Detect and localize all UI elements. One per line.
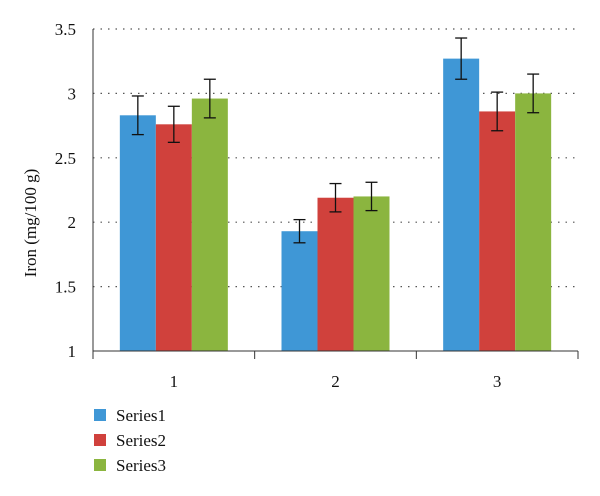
bar-series3-cat-2 [353,196,390,351]
y-tick-label: 2.5 [55,149,76,168]
legend-label: Series3 [116,456,166,475]
y-tick-label: 1.5 [55,278,76,297]
bar-series3-cat-3 [515,93,552,352]
y-tick-label: 1 [68,342,77,361]
x-tick-label: 3 [493,372,502,391]
bar-series2-cat-1 [155,124,192,351]
x-tick-label: 1 [170,372,179,391]
x-tick-label: 2 [331,372,340,391]
y-tick-labels: 1 1.5 2 2.5 3 3.5 [55,20,76,361]
legend-label: Series1 [116,406,166,425]
y-tick-label: 3 [68,84,77,103]
bar-series3-cat-1 [191,98,228,351]
bar-series2-cat-2 [317,197,354,351]
legend-label: Series2 [116,431,166,450]
legend-swatch [94,409,106,421]
y-axis-title: Iron (mg/100 g) [21,169,40,278]
axes [92,29,579,359]
legend-swatch [94,459,106,471]
bars [119,37,552,352]
y-tick-label: 2 [68,213,77,232]
bar-series1-cat-3 [443,58,480,352]
bar-series1-cat-2 [281,231,318,351]
legend-swatch [94,434,106,446]
legend: Series1 Series2 Series3 [94,406,166,475]
bar-series1-cat-1 [119,115,156,352]
bar-series2-cat-3 [479,111,516,351]
y-tick-label: 3.5 [55,20,76,39]
x-tick-labels: 1 2 3 [170,372,502,391]
